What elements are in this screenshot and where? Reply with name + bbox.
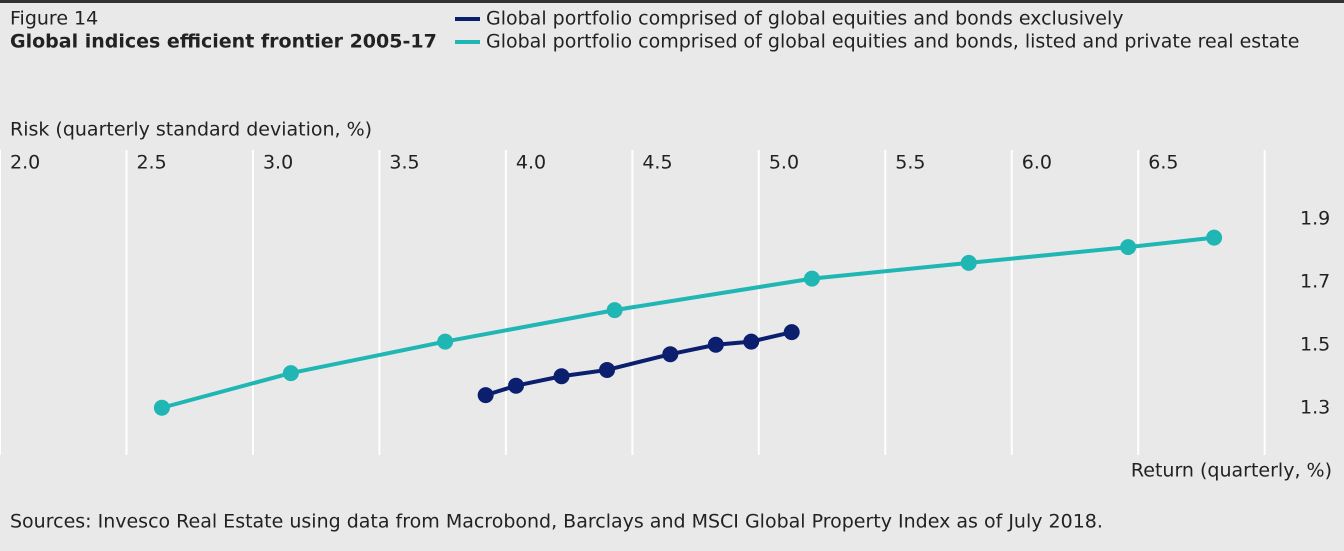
- legend-label: Global portfolio comprised of global equ…: [486, 31, 1299, 53]
- data-point: [282, 365, 299, 382]
- data-point: [553, 368, 570, 385]
- data-point: [743, 333, 760, 350]
- x-tick-label: 4.5: [642, 152, 672, 174]
- legend-label: Global portfolio comprised of global equ…: [486, 8, 1124, 30]
- top-rule: [0, 0, 1344, 3]
- x-tick-label: 5.0: [769, 152, 799, 174]
- y-tick-label: 1.5: [1300, 333, 1330, 355]
- x-axis-label: Risk (quarterly standard deviation, %): [10, 119, 372, 141]
- chart-title: Global indices efficient frontier 2005-1…: [10, 31, 437, 53]
- data-point: [437, 333, 454, 350]
- figure-label: Figure 14: [10, 8, 98, 30]
- x-tick-label: 4.0: [516, 152, 546, 174]
- data-point: [783, 324, 800, 341]
- data-point: [1120, 239, 1137, 256]
- x-tick-label: 6.5: [1148, 152, 1178, 174]
- data-point: [662, 346, 679, 363]
- x-tick-label: 6.0: [1022, 152, 1052, 174]
- x-tick-label: 3.0: [263, 152, 293, 174]
- series-line: [161, 235, 1215, 410]
- x-tick-label: 2.5: [136, 152, 166, 174]
- data-point: [803, 270, 820, 287]
- data-point: [153, 399, 170, 416]
- data-point: [707, 336, 724, 353]
- y-tick-label: 1.3: [1300, 396, 1330, 418]
- y-tick-label: 1.7: [1300, 270, 1330, 292]
- x-tick-label: 2.0: [10, 152, 40, 174]
- x-tick-label: 5.5: [895, 152, 925, 174]
- data-point: [477, 387, 494, 404]
- source-note: Sources: Invesco Real Estate using data …: [10, 511, 1103, 533]
- data-point: [508, 377, 524, 394]
- y-tick-label: 1.9: [1300, 207, 1330, 229]
- data-point: [606, 302, 623, 319]
- data-point: [599, 361, 616, 378]
- data-point: [1206, 229, 1223, 246]
- data-point: [960, 254, 977, 271]
- x-tick-label: 3.5: [389, 152, 419, 174]
- y-axis-label: Return (quarterly, %): [1131, 460, 1332, 482]
